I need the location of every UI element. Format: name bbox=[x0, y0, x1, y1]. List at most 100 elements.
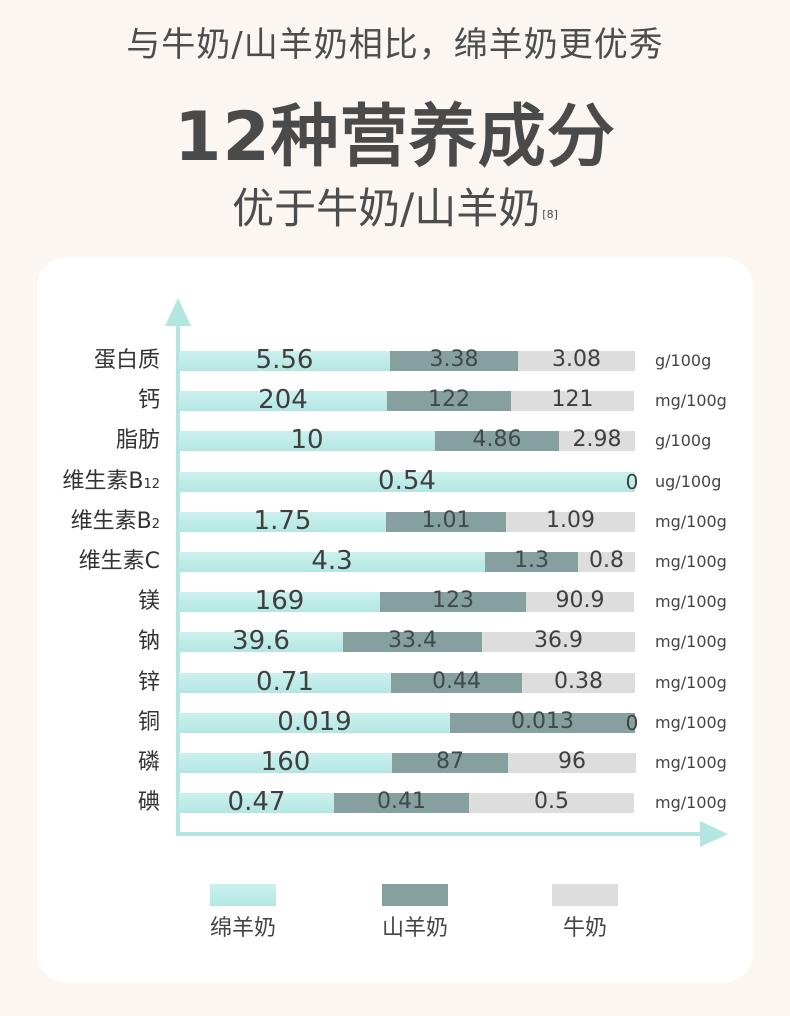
unit-label: mg/100g bbox=[655, 753, 727, 772]
sheep-bar bbox=[179, 512, 386, 532]
category-label: 维生素C bbox=[78, 549, 160, 574]
cow-value-label: 3.08 bbox=[552, 347, 601, 372]
goat-value-label: 123 bbox=[432, 588, 474, 613]
legend-label-sheep: 绵羊奶 bbox=[209, 916, 276, 941]
cow-bar bbox=[469, 793, 634, 813]
sheep-bar bbox=[179, 673, 391, 693]
cow-bar bbox=[522, 673, 635, 693]
goat-value-label: 87 bbox=[436, 749, 464, 774]
sheep-bar bbox=[179, 351, 390, 371]
legend-swatch-sheep bbox=[210, 884, 276, 906]
goat-bar bbox=[485, 552, 578, 572]
sheep-bar bbox=[179, 472, 635, 492]
zero-value-label: 0 bbox=[625, 711, 639, 735]
cow-bar bbox=[508, 753, 636, 773]
cow-bar bbox=[506, 512, 635, 532]
cow-bar bbox=[518, 351, 635, 371]
headline-subtitle: 优于牛奶/山羊奶 [8] bbox=[0, 178, 790, 240]
category-subscript: 2 bbox=[151, 517, 160, 532]
cow-bar bbox=[559, 431, 635, 451]
sheep-value-label: 169 bbox=[254, 586, 305, 616]
sheep-bar bbox=[179, 793, 334, 813]
goat-bar bbox=[435, 431, 559, 451]
sheep-bar bbox=[179, 753, 392, 773]
category-label: 钙 bbox=[137, 388, 160, 413]
goat-bar bbox=[386, 512, 506, 532]
cow-value-label: 2.98 bbox=[572, 427, 622, 452]
category-label: 锌 bbox=[137, 670, 160, 695]
unit-label: g/100g bbox=[655, 351, 712, 370]
unit-label: ug/100g bbox=[655, 472, 722, 491]
category-label: 蛋白质 bbox=[93, 348, 160, 373]
category-label: 维生素B2 bbox=[70, 509, 160, 534]
sheep-value-label: 10 bbox=[290, 425, 324, 455]
goat-value-label: 0.44 bbox=[432, 669, 481, 694]
unit-label: g/100g bbox=[655, 431, 712, 450]
goat-value-label: 33.4 bbox=[388, 628, 437, 653]
goat-bar bbox=[391, 673, 522, 693]
sheep-value-label: 0.54 bbox=[378, 466, 436, 496]
category-label: 铜 bbox=[137, 710, 160, 735]
cow-bar bbox=[526, 592, 634, 612]
unit-label: mg/100g bbox=[655, 512, 727, 531]
sheep-bar bbox=[179, 713, 450, 733]
category-label: 镁 bbox=[137, 589, 160, 614]
goat-value-label: 1.01 bbox=[421, 508, 471, 533]
goat-value-label: 122 bbox=[428, 387, 470, 412]
sheep-value-label: 0.71 bbox=[256, 667, 314, 697]
unit-label: mg/100g bbox=[655, 592, 727, 611]
cow-bar bbox=[482, 632, 635, 652]
goat-bar bbox=[343, 632, 482, 652]
goat-value-label: 1.3 bbox=[514, 548, 549, 573]
sheep-value-label: 0.47 bbox=[227, 787, 286, 817]
goat-value-label: 0.013 bbox=[511, 709, 574, 734]
x-axis-arrow-icon bbox=[700, 821, 728, 847]
cow-value-label: 90.9 bbox=[555, 588, 605, 613]
sheep-bar bbox=[179, 632, 343, 652]
sheep-bar bbox=[179, 552, 485, 572]
goat-bar bbox=[334, 793, 469, 813]
headline-sub-text: 优于牛奶/山羊奶 bbox=[232, 184, 541, 233]
legend-label-cow: 牛奶 bbox=[562, 916, 607, 941]
y-axis bbox=[176, 318, 180, 836]
zero-value-label: 0 bbox=[625, 470, 639, 494]
cow-value-label: 96 bbox=[558, 749, 586, 774]
cow-value-label: 0.38 bbox=[554, 669, 603, 694]
unit-label: mg/100g bbox=[655, 673, 727, 692]
sheep-value-label: 160 bbox=[260, 747, 311, 777]
page-headline: 12种营养成分 bbox=[174, 98, 616, 177]
cow-value-label: 0.8 bbox=[589, 548, 624, 573]
sheep-bar bbox=[179, 592, 380, 612]
y-axis-arrow-icon bbox=[165, 298, 191, 326]
cow-bar bbox=[578, 552, 635, 572]
sheep-bar bbox=[179, 431, 435, 451]
legend-swatch-cow bbox=[552, 884, 618, 906]
unit-label: mg/100g bbox=[655, 552, 727, 571]
goat-bar bbox=[390, 351, 518, 371]
goat-bar bbox=[387, 391, 511, 411]
sheep-value-label: 5.56 bbox=[255, 345, 314, 375]
goat-value-label: 4.86 bbox=[472, 427, 522, 452]
cow-value-label: 1.09 bbox=[546, 508, 595, 533]
category-label: 碘 bbox=[137, 790, 160, 815]
cow-value-label: 0.5 bbox=[534, 789, 569, 814]
goat-value-label: 3.38 bbox=[429, 347, 479, 372]
legend-label-goat: 山羊奶 bbox=[381, 916, 448, 941]
sheep-value-label: 0.019 bbox=[277, 707, 352, 737]
category-label: 钠 bbox=[137, 629, 160, 654]
unit-label: mg/100g bbox=[655, 632, 727, 651]
page-subtitle: 与牛奶/山羊奶相比，绵羊奶更优秀 bbox=[126, 25, 664, 65]
category-label: 磷 bbox=[137, 750, 160, 775]
sheep-bar bbox=[179, 391, 387, 411]
goat-value-label: 0.41 bbox=[377, 789, 426, 814]
category-label: 维生素B12 bbox=[62, 469, 160, 494]
goat-bar bbox=[380, 592, 526, 612]
category-label: 脂肪 bbox=[115, 428, 160, 453]
goat-bar bbox=[392, 753, 508, 773]
category-subscript: 12 bbox=[143, 477, 160, 492]
goat-bar bbox=[450, 713, 635, 733]
chart-card bbox=[37, 258, 753, 982]
sheep-value-label: 204 bbox=[258, 385, 308, 415]
cow-value-label: 121 bbox=[551, 387, 594, 412]
cow-bar bbox=[511, 391, 634, 411]
